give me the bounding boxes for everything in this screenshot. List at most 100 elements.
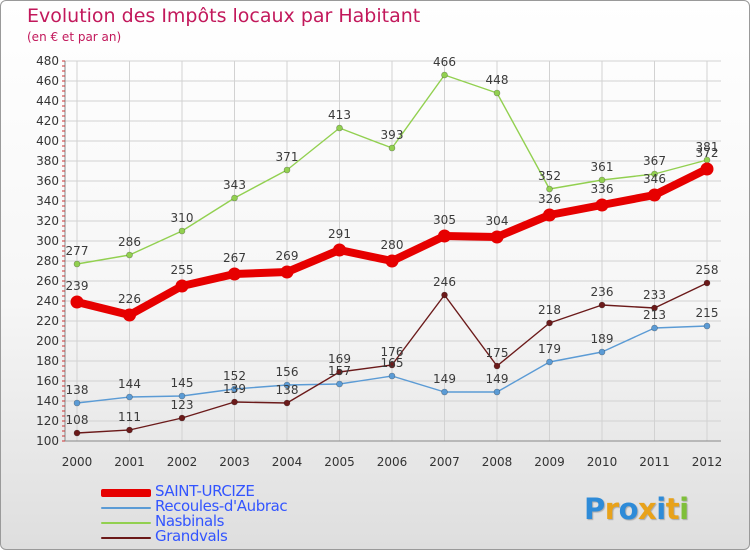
data-point <box>651 304 658 312</box>
data-label: 372 <box>696 146 719 160</box>
y-tick-label: 380 <box>36 154 59 168</box>
data-label: 149 <box>433 372 456 386</box>
y-tick-label: 400 <box>36 134 59 148</box>
data-label: 346 <box>643 172 666 186</box>
x-tick-label: 2010 <box>587 455 618 469</box>
data-label: 286 <box>118 235 141 249</box>
data-point <box>336 368 343 376</box>
x-tick-label: 2006 <box>377 455 408 469</box>
data-label: 361 <box>591 160 614 174</box>
data-label: 413 <box>328 108 351 122</box>
chart-title: Evolution des Impôts locaux par Habitant <box>27 5 421 27</box>
data-point <box>546 185 553 193</box>
data-point <box>490 230 504 244</box>
data-label: 179 <box>538 342 561 356</box>
data-label: 246 <box>433 275 456 289</box>
legend-swatch <box>101 522 151 524</box>
data-label: 352 <box>538 169 561 183</box>
y-tick-label: 240 <box>36 294 59 308</box>
x-tick-label: 2002 <box>167 455 198 469</box>
data-point <box>598 301 606 309</box>
data-point <box>70 295 84 309</box>
data-label: 304 <box>486 214 509 228</box>
legend-label: Nasbinals <box>155 512 224 530</box>
data-label: 367 <box>643 154 666 168</box>
y-tick-label: 340 <box>36 194 59 208</box>
legend-label: Recoules-d'Aubrac <box>155 497 288 515</box>
data-label: 152 <box>223 369 246 383</box>
data-point <box>231 398 238 406</box>
data-point <box>283 381 291 389</box>
data-label: 213 <box>643 308 666 322</box>
logo-letter: r <box>604 492 619 526</box>
data-point <box>493 388 501 396</box>
data-label: 145 <box>171 376 194 390</box>
x-tick-label: 2005 <box>324 455 355 469</box>
data-label: 343 <box>223 178 246 192</box>
data-point <box>598 176 606 184</box>
data-label: 448 <box>486 73 509 87</box>
data-point <box>651 170 658 178</box>
logo-letter: P <box>584 492 605 526</box>
data-point <box>231 385 238 393</box>
legend-swatch <box>101 507 151 509</box>
data-point <box>178 227 186 235</box>
logo-letter: o <box>618 492 639 526</box>
data-point <box>651 324 658 332</box>
data-label: 466 <box>433 55 456 69</box>
legend-label: Grandvals <box>155 527 228 545</box>
data-point <box>283 399 291 407</box>
data-point <box>546 319 553 327</box>
data-point <box>123 308 136 322</box>
data-label: 156 <box>276 365 299 379</box>
y-tick-label: 280 <box>36 254 59 268</box>
data-point <box>543 208 556 222</box>
y-tick-label: 300 <box>36 234 59 248</box>
data-label: 393 <box>381 128 404 142</box>
data-point <box>231 194 238 202</box>
data-point <box>336 380 343 388</box>
data-label: 176 <box>381 345 404 359</box>
data-point <box>441 388 448 396</box>
chart-subtitle: (en € et par an) <box>27 30 122 44</box>
data-point <box>126 426 133 434</box>
data-label: 336 <box>591 182 614 196</box>
data-label: 189 <box>591 332 614 346</box>
x-tick-label: 2004 <box>272 455 303 469</box>
data-label: 111 <box>118 410 141 424</box>
data-point <box>126 393 133 401</box>
data-point <box>441 291 448 299</box>
y-tick-label: 120 <box>36 414 59 428</box>
legend-swatch <box>101 489 151 497</box>
data-label: 269 <box>276 249 299 263</box>
data-point <box>385 254 399 268</box>
data-label: 138 <box>66 383 89 397</box>
data-point <box>493 89 501 97</box>
data-point <box>441 71 448 79</box>
data-point <box>388 372 396 380</box>
data-point <box>178 414 186 422</box>
x-tick-label: 2000 <box>62 455 93 469</box>
data-label: 138 <box>276 383 299 397</box>
data-point <box>73 399 81 407</box>
data-label: 236 <box>591 285 614 299</box>
data-point <box>228 267 241 281</box>
legend-swatch <box>101 537 151 539</box>
data-point <box>175 279 189 293</box>
data-point <box>336 124 343 132</box>
data-label: 381 <box>696 140 719 154</box>
data-label: 280 <box>381 238 404 252</box>
y-tick-label: 180 <box>36 354 59 368</box>
logo-letter: x <box>638 492 657 526</box>
data-point <box>178 392 186 400</box>
x-tick-label: 2012 <box>692 455 723 469</box>
x-tick-label: 2008 <box>482 455 513 469</box>
data-label: 218 <box>538 303 561 317</box>
data-point <box>73 260 81 268</box>
x-tick-label: 2011 <box>639 455 670 469</box>
data-point <box>493 362 501 370</box>
logo-letter: t <box>665 492 680 526</box>
data-label: 239 <box>66 279 89 293</box>
data-point <box>598 348 606 356</box>
data-label: 291 <box>328 227 351 241</box>
